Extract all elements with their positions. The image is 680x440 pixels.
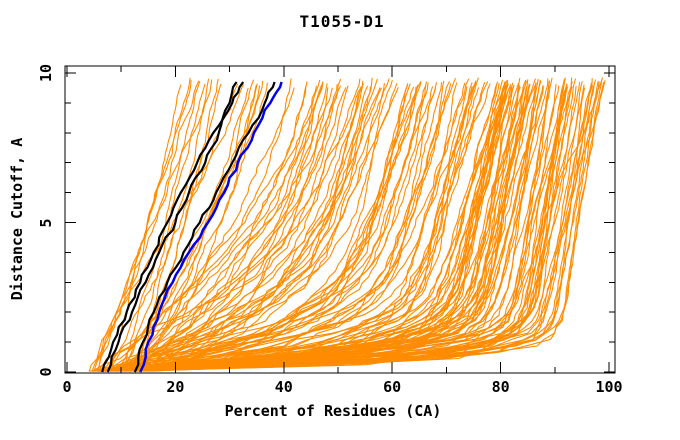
prediction-curve	[125, 83, 206, 372]
y-tick-label: 0	[37, 367, 55, 377]
prediction-curve	[113, 82, 443, 372]
highlight-curve-black	[133, 81, 276, 373]
prediction-curve	[96, 80, 200, 372]
x-tick-label: 0	[62, 378, 72, 396]
prediction-curve	[140, 85, 369, 372]
y-tick-label: 10	[37, 63, 55, 83]
prediction-curve	[135, 87, 480, 372]
prediction-curve	[98, 84, 585, 372]
x-tick-label: 60	[383, 378, 402, 396]
prediction-curve	[117, 87, 347, 372]
prediction-curve	[114, 85, 318, 372]
prediction-curve	[103, 82, 514, 372]
prediction-curve	[103, 78, 470, 372]
axes	[64, 65, 616, 374]
prediction-curve	[92, 80, 422, 372]
reference-curve-blue	[139, 81, 283, 373]
prediction-curve	[130, 85, 521, 372]
prediction-curve	[92, 85, 550, 372]
prediction-curve	[105, 86, 434, 372]
prediction-curve	[117, 78, 521, 372]
prediction-curve	[147, 78, 342, 372]
prediction-curve	[132, 81, 506, 372]
prediction-curve	[132, 87, 249, 372]
prediction-curve	[140, 83, 222, 372]
prediction-curve	[103, 81, 599, 372]
prediction-curve	[133, 87, 536, 372]
prediction-curve	[97, 87, 382, 372]
prediction-curve	[120, 81, 550, 372]
prediction-curve	[106, 83, 491, 372]
prediction-curve	[128, 79, 541, 372]
prediction-curve	[116, 86, 512, 372]
prediction-curve	[99, 78, 539, 372]
prediction-curve	[124, 82, 473, 372]
prediction-curve	[136, 85, 560, 372]
prediction-curve	[151, 81, 581, 372]
prediction-curve	[116, 87, 437, 372]
prediction-curve	[150, 85, 349, 372]
prediction-curve	[151, 80, 364, 372]
prediction-curve	[108, 80, 606, 372]
prediction-curve	[144, 86, 468, 372]
y-axis-label: Distance Cutoff, A	[8, 137, 26, 301]
prediction-curves	[88, 77, 606, 372]
plot-border	[64, 65, 616, 374]
chart-title: T1055-D1	[299, 12, 385, 31]
prediction-curve	[149, 79, 565, 372]
prediction-curve	[100, 86, 362, 372]
prediction-curve	[123, 81, 486, 372]
prediction-curve	[133, 78, 593, 372]
prediction-curve	[94, 87, 524, 372]
prediction-curve	[120, 83, 498, 372]
prediction-curve	[117, 78, 378, 372]
prediction-curve	[123, 79, 603, 372]
prediction-curve	[111, 87, 381, 372]
x-tick-label: 20	[166, 378, 185, 396]
prediction-curve	[109, 78, 537, 372]
prediction-curve	[128, 85, 594, 372]
prediction-curve	[143, 83, 411, 372]
highlight-curve-black	[106, 81, 238, 373]
prediction-curve	[105, 83, 565, 372]
prediction-curve	[127, 77, 553, 372]
prediction-curve	[105, 77, 373, 372]
prediction-curve	[97, 87, 333, 372]
prediction-curve	[91, 77, 191, 372]
prediction-curve	[116, 84, 338, 372]
prediction-curve	[112, 82, 500, 372]
prediction-curve	[148, 83, 328, 372]
prediction-curve	[131, 79, 393, 372]
prediction-curve	[129, 79, 529, 372]
prediction-curve	[110, 78, 390, 372]
x-tick-label: 80	[491, 378, 510, 396]
prediction-curve	[148, 87, 586, 372]
prediction-curve	[101, 82, 520, 372]
x-tick-label: 100	[595, 378, 623, 396]
prediction-curve	[102, 82, 593, 372]
prediction-curve	[99, 84, 531, 372]
prediction-curve	[131, 82, 429, 372]
prediction-curve	[91, 84, 568, 372]
prediction-curve	[103, 82, 438, 372]
x-axis-label: Percent of Residues (CA)	[224, 402, 442, 420]
prediction-curve	[144, 78, 549, 372]
prediction-curve	[106, 82, 477, 372]
x-tick-label: 40	[274, 378, 293, 396]
prediction-curve	[109, 85, 342, 372]
prediction-curve	[105, 79, 597, 372]
y-tick-label: 5	[37, 217, 55, 228]
prediction-curve	[110, 87, 295, 372]
prediction-curve	[146, 84, 409, 372]
highlight-curve-black	[101, 81, 245, 373]
